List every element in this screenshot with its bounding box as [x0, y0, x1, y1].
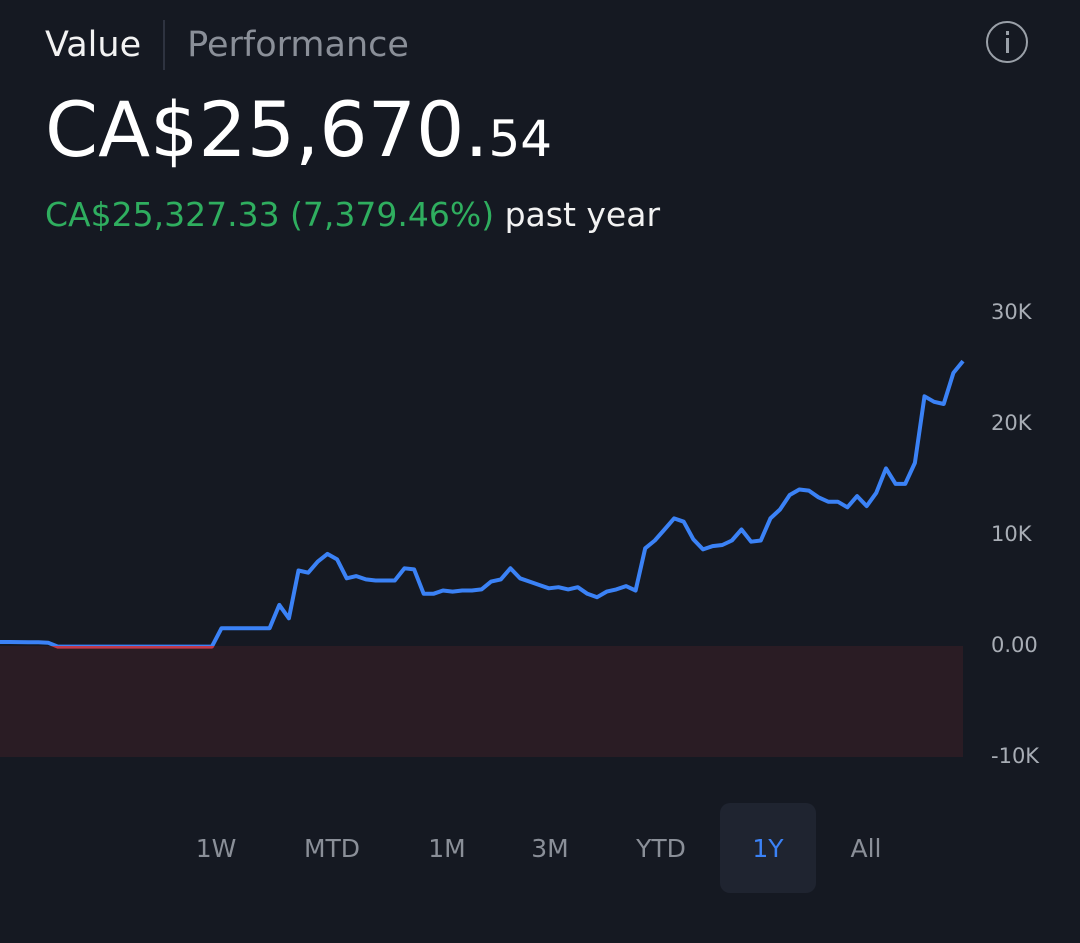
range-selector: 1W MTD 1M 3M YTD 1Y All: [0, 803, 1080, 893]
tab-separator: [163, 20, 166, 70]
range-button[interactable]: All: [850, 833, 882, 863]
y-tick-label: 10K: [991, 522, 1033, 546]
tab-performance[interactable]: Performance: [187, 25, 409, 65]
value-line: [0, 359, 965, 649]
amount-main: CA$25,670.: [45, 85, 489, 174]
y-tick-label: 30K: [991, 300, 1033, 324]
change-period: past year: [504, 195, 661, 234]
range-button[interactable]: 1Y: [720, 803, 816, 893]
chart: 30K 20K 10K 0.00 -10K: [0, 300, 1040, 768]
amount: CA$25,670.54: [45, 85, 552, 174]
range-button[interactable]: YTD: [636, 833, 686, 863]
change: CA$25,327.33 (7,379.46%) past year: [45, 195, 660, 234]
change-value: CA$25,327.33 (7,379.46%): [45, 195, 495, 234]
amount-cents: 54: [488, 110, 553, 168]
range-button[interactable]: 3M: [531, 833, 569, 863]
tabs: Value Performance: [45, 20, 409, 70]
range-button[interactable]: 1W: [195, 833, 237, 863]
range-button[interactable]: MTD: [303, 833, 361, 863]
info-button[interactable]: [986, 21, 1028, 63]
y-tick-label: 20K: [991, 411, 1033, 435]
tab-value[interactable]: Value: [45, 25, 142, 65]
y-tick-label: -10K: [991, 744, 1040, 768]
range-button[interactable]: 1M: [428, 833, 466, 863]
y-tick-label: 0.00: [991, 633, 1038, 657]
negative-region: [0, 646, 963, 757]
